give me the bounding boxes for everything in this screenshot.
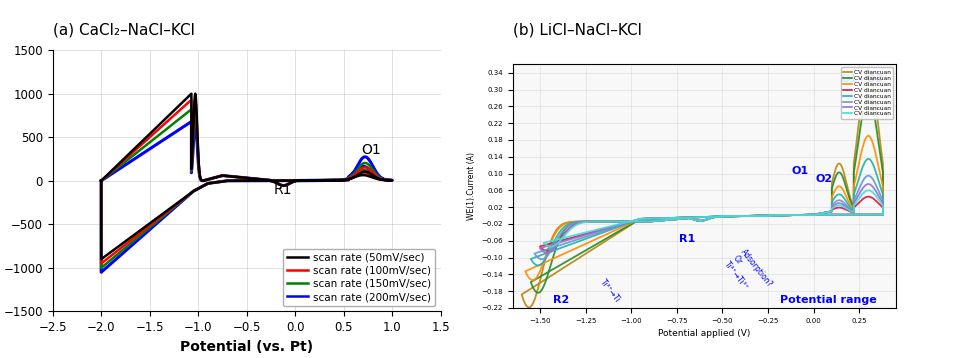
Text: R1: R1 (678, 234, 695, 244)
Text: (a) CaCl₂–NaCl–KCl: (a) CaCl₂–NaCl–KCl (53, 23, 194, 38)
Text: R2: R2 (553, 295, 569, 305)
Text: Adsorption?
Or
Ti⁴⁺→Ti³⁺: Adsorption? Or Ti⁴⁺→Ti³⁺ (722, 247, 774, 301)
Text: (b) LiCl–NaCl–KCl: (b) LiCl–NaCl–KCl (513, 23, 642, 38)
Text: R1: R1 (274, 183, 292, 197)
X-axis label: Potential (vs. Pt): Potential (vs. Pt) (180, 340, 313, 354)
Text: Potential range: Potential range (780, 295, 877, 305)
Legend: scan rate (50mV/sec), scan rate (100mV/sec), scan rate (150mV/sec), scan rate (2: scan rate (50mV/sec), scan rate (100mV/s… (283, 248, 436, 306)
Text: Ti³⁺→Ti: Ti³⁺→Ti (599, 278, 622, 304)
Y-axis label: WE(1).Current (A): WE(1).Current (A) (467, 152, 475, 220)
Legend: CV diancuan, CV diancuan, CV diancuan, CV diancuan, CV diancuan, CV diancuan, CV: CV diancuan, CV diancuan, CV diancuan, C… (841, 67, 893, 119)
Text: O1: O1 (361, 143, 381, 157)
Text: O2: O2 (815, 174, 833, 184)
Text: O1: O1 (791, 166, 809, 176)
X-axis label: Potential applied (V): Potential applied (V) (658, 329, 750, 338)
Text: O1+O2: O1+O2 (841, 74, 884, 84)
